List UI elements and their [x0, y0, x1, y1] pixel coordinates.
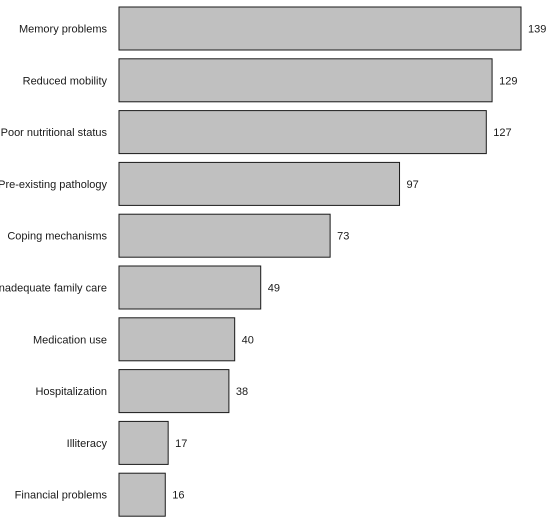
category-label-poor-nutritional-status: Poor nutritional status — [1, 127, 108, 139]
category-label-hospitalization: Hospitalization — [35, 386, 107, 398]
category-label-inadequate-family-care: Inadequate family care — [0, 283, 107, 295]
bar-medication-use — [118, 317, 236, 362]
bar-financial-problems — [118, 472, 166, 517]
category-label-financial-problems: Financial problems — [15, 490, 108, 502]
value-label-pre-existing-pathology: 97 — [407, 179, 419, 191]
bar-poor-nutritional-status — [118, 110, 487, 155]
bar-hospitalization — [118, 369, 230, 414]
value-label-inadequate-family-care: 49 — [268, 283, 280, 295]
category-label-medication-use: Medication use — [33, 334, 107, 346]
category-label-coping-mechanisms: Coping mechanisms — [7, 231, 107, 243]
value-label-poor-nutritional-status: 127 — [493, 127, 511, 139]
value-label-hospitalization: 38 — [236, 386, 248, 398]
category-label-pre-existing-pathology: Pre-existing pathology — [0, 179, 107, 191]
value-label-financial-problems: 16 — [172, 490, 184, 502]
bar-coping-mechanisms — [118, 213, 331, 258]
category-label-illiteracy: Illiteracy — [67, 438, 108, 450]
category-label-reduced-mobility: Reduced mobility — [23, 75, 108, 87]
value-label-illiteracy: 17 — [175, 438, 187, 450]
value-label-medication-use: 40 — [242, 334, 254, 346]
bar-pre-existing-pathology — [118, 161, 401, 206]
bars-layer — [118, 6, 522, 517]
labels-layer: Memory problems 139 Reduced mobility 129 Poo… — [0, 24, 546, 502]
bar-inadequate-family-care — [118, 265, 262, 310]
bar-memory-problems — [118, 6, 522, 51]
value-label-reduced-mobility: 129 — [499, 75, 517, 87]
value-label-memory-problems: 139 — [528, 24, 546, 36]
category-label-memory-problems: Memory problems — [19, 24, 108, 36]
bar-reduced-mobility — [118, 58, 493, 103]
value-label-coping-mechanisms: 73 — [337, 231, 349, 243]
bar-illiteracy — [118, 420, 169, 465]
